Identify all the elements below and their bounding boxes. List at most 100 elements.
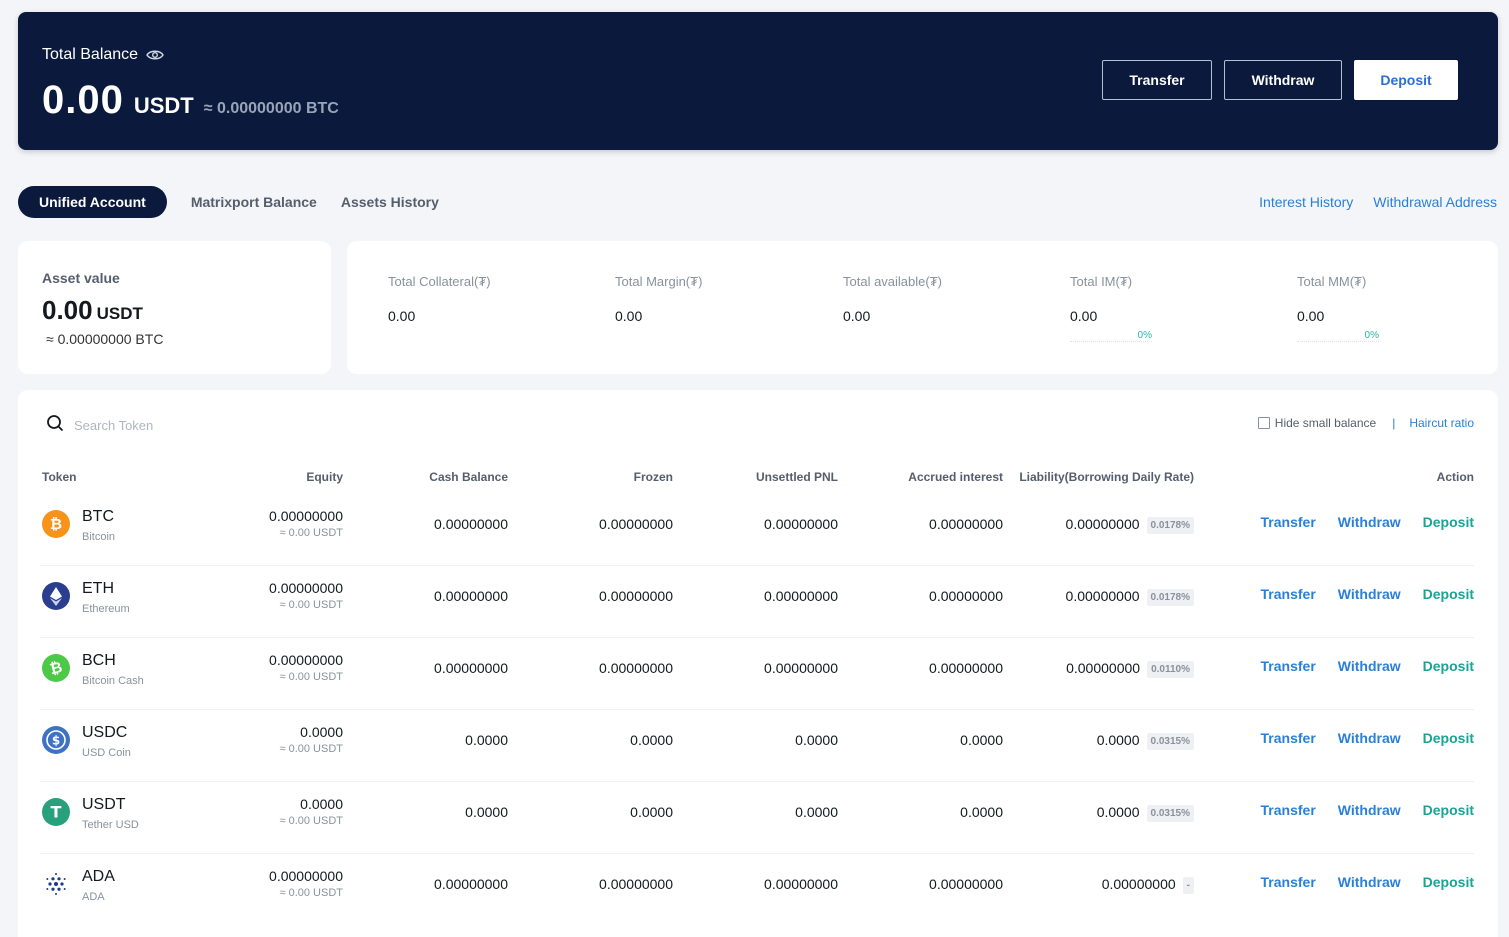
- col-liability: Liability(Borrowing Daily Rate): [1019, 470, 1194, 484]
- tab-unified-account[interactable]: Unified Account: [18, 186, 167, 218]
- token-name: Tether USD: [82, 819, 139, 831]
- equity-usdt: ≈ 0.00 USDT: [279, 599, 343, 611]
- token-symbol: USDT: [82, 796, 126, 813]
- frozen-cell: 0.00000000: [599, 876, 673, 892]
- haircut-ratio-link[interactable]: Haircut ratio: [1409, 416, 1474, 430]
- col-equity: Equity: [306, 470, 343, 484]
- deposit-button[interactable]: Deposit: [1354, 60, 1458, 100]
- stat-total-im: Total IM(₮) 0.00 0%: [1070, 274, 1270, 342]
- accrued-interest-cell: 0.00000000: [929, 660, 1003, 676]
- asset-value-btc: ≈ 0.00000000 BTC: [46, 331, 164, 347]
- cash-balance-cell: 0.0000: [465, 804, 508, 820]
- col-cash-balance: Cash Balance: [429, 470, 508, 484]
- equity-amount: 0.0000: [300, 724, 343, 740]
- unsettled-pnl-cell: 0.00000000: [764, 516, 838, 532]
- top-links: Interest History Withdrawal Address: [1259, 194, 1497, 210]
- col-action: Action: [1436, 470, 1474, 484]
- row-transfer-link[interactable]: Transfer: [1260, 514, 1316, 530]
- usdt-icon: T: [42, 798, 70, 826]
- row-transfer-link[interactable]: Transfer: [1260, 586, 1316, 602]
- row-deposit-link[interactable]: Deposit: [1422, 658, 1474, 674]
- stat-label: Total Collateral(₮): [388, 274, 491, 289]
- borrow-rate-badge: 0.0110%: [1147, 660, 1194, 678]
- unsettled-pnl-cell: 0.0000: [795, 804, 838, 820]
- liability-cell: 0.00000000 0.0178%: [1066, 516, 1194, 534]
- col-accrued-interest: Accrued interest: [908, 470, 1003, 484]
- total-balance-title: Total Balance: [42, 46, 139, 63]
- row-deposit-link[interactable]: Deposit: [1422, 730, 1474, 746]
- tab-assets-history[interactable]: Assets History: [340, 194, 439, 210]
- unsettled-pnl-cell: 0.0000: [795, 732, 838, 748]
- svg-text:$: $: [52, 734, 60, 748]
- table-tools: Hide small balance | Haircut ratio: [1257, 416, 1474, 430]
- row-deposit-link[interactable]: Deposit: [1422, 586, 1474, 602]
- table-row: ADA ADA 0.00000000 ≈ 0.00 USDT 0.0000000…: [40, 854, 1474, 926]
- total-balance-amount: 0.00 USDT ≈ 0.00000000 BTC: [42, 78, 339, 123]
- frozen-cell: 0.00000000: [599, 516, 673, 532]
- liability-amount: 0.0000: [1096, 804, 1140, 820]
- withdraw-button[interactable]: Withdraw: [1224, 60, 1342, 100]
- liability-amount: 0.0000: [1096, 732, 1140, 748]
- row-transfer-link[interactable]: Transfer: [1260, 658, 1316, 674]
- equity-cell: 0.00000000 ≈ 0.00 USDT: [269, 508, 343, 539]
- frozen-cell: 0.0000: [630, 804, 673, 820]
- row-actions: Transfer Withdraw Deposit: [1261, 586, 1474, 602]
- usdc-icon: $: [42, 726, 70, 754]
- search-icon: [46, 414, 64, 437]
- account-tabs: Unified Account Matrixport Balance Asset…: [18, 186, 439, 218]
- row-withdraw-link[interactable]: Withdraw: [1337, 658, 1401, 674]
- table-row: $ USDC USD Coin 0.0000 ≈ 0.00 USDT 0.000…: [40, 710, 1474, 782]
- eye-icon[interactable]: [146, 49, 164, 61]
- equity-usdt: ≈ 0.00 USDT: [279, 527, 343, 539]
- col-frozen: Frozen: [633, 470, 673, 484]
- token-symbol: ETH: [82, 580, 114, 597]
- row-transfer-link[interactable]: Transfer: [1260, 874, 1316, 890]
- row-withdraw-link[interactable]: Withdraw: [1337, 514, 1401, 530]
- withdrawal-address-link[interactable]: Withdrawal Address: [1373, 194, 1497, 210]
- unsettled-pnl-cell: 0.00000000: [764, 588, 838, 604]
- stat-value: 0.00: [843, 308, 871, 324]
- asset-value-title: Asset value: [42, 270, 120, 286]
- stat-total-mm: Total MM(₮) 0.00 0%: [1297, 274, 1497, 342]
- liability-amount: 0.00000000: [1066, 660, 1141, 676]
- row-withdraw-link[interactable]: Withdraw: [1337, 586, 1401, 602]
- tab-matrixport-balance[interactable]: Matrixport Balance: [190, 194, 317, 210]
- asset-value-card: Asset value 0.00 USDT ≈ 0.00000000 BTC: [18, 241, 331, 374]
- search-input[interactable]: [74, 418, 254, 433]
- equity-cell: 0.0000 ≈ 0.00 USDT: [279, 796, 343, 827]
- equity-cell: 0.00000000 ≈ 0.00 USDT: [269, 868, 343, 899]
- liability-cell: 0.0000 0.0315%: [1097, 804, 1194, 822]
- row-withdraw-link[interactable]: Withdraw: [1337, 730, 1401, 746]
- ada-icon: [42, 870, 70, 898]
- liability-amount: 0.00000000: [1101, 876, 1176, 892]
- row-withdraw-link[interactable]: Withdraw: [1337, 874, 1401, 890]
- total-balance-btc: ≈ 0.00000000 BTC: [203, 100, 339, 117]
- total-balance-label-group: Total Balance: [42, 46, 164, 64]
- accrued-interest-cell: 0.0000: [960, 732, 1003, 748]
- liability-cell: 0.00000000 0.0178%: [1066, 588, 1194, 606]
- borrow-rate-badge: -: [1182, 876, 1194, 894]
- row-transfer-link[interactable]: Transfer: [1260, 730, 1316, 746]
- interest-history-link[interactable]: Interest History: [1259, 194, 1354, 210]
- stat-progress-bar: 0%: [1297, 330, 1379, 342]
- equity-cell: 0.00000000 ≈ 0.00 USDT: [269, 652, 343, 683]
- liability-cell: 0.00000000 0.0110%: [1066, 660, 1194, 678]
- hide-small-balance-checkbox[interactable]: [1257, 417, 1270, 429]
- token-name: ADA: [82, 891, 105, 903]
- row-deposit-link[interactable]: Deposit: [1422, 514, 1474, 530]
- row-deposit-link[interactable]: Deposit: [1422, 802, 1474, 818]
- svg-text:T: T: [51, 803, 62, 822]
- token-table-card: Hide small balance | Haircut ratio Token…: [18, 390, 1498, 937]
- row-deposit-link[interactable]: Deposit: [1422, 874, 1474, 890]
- hide-small-balance-label[interactable]: Hide small balance: [1274, 416, 1377, 430]
- transfer-button[interactable]: Transfer: [1102, 60, 1212, 100]
- equity-cell: 0.00000000 ≈ 0.00 USDT: [269, 580, 343, 611]
- row-transfer-link[interactable]: Transfer: [1260, 802, 1316, 818]
- stat-total-margin: Total Margin(₮) 0.00: [615, 274, 815, 324]
- borrow-rate-badge: 0.0315%: [1146, 732, 1194, 750]
- row-actions: Transfer Withdraw Deposit: [1261, 730, 1474, 746]
- frozen-cell: 0.00000000: [599, 588, 673, 604]
- liability-amount: 0.00000000: [1065, 588, 1140, 604]
- row-withdraw-link[interactable]: Withdraw: [1337, 802, 1401, 818]
- account-stats-card: Total Collateral(₮) 0.00 Total Margin(₮)…: [347, 241, 1498, 374]
